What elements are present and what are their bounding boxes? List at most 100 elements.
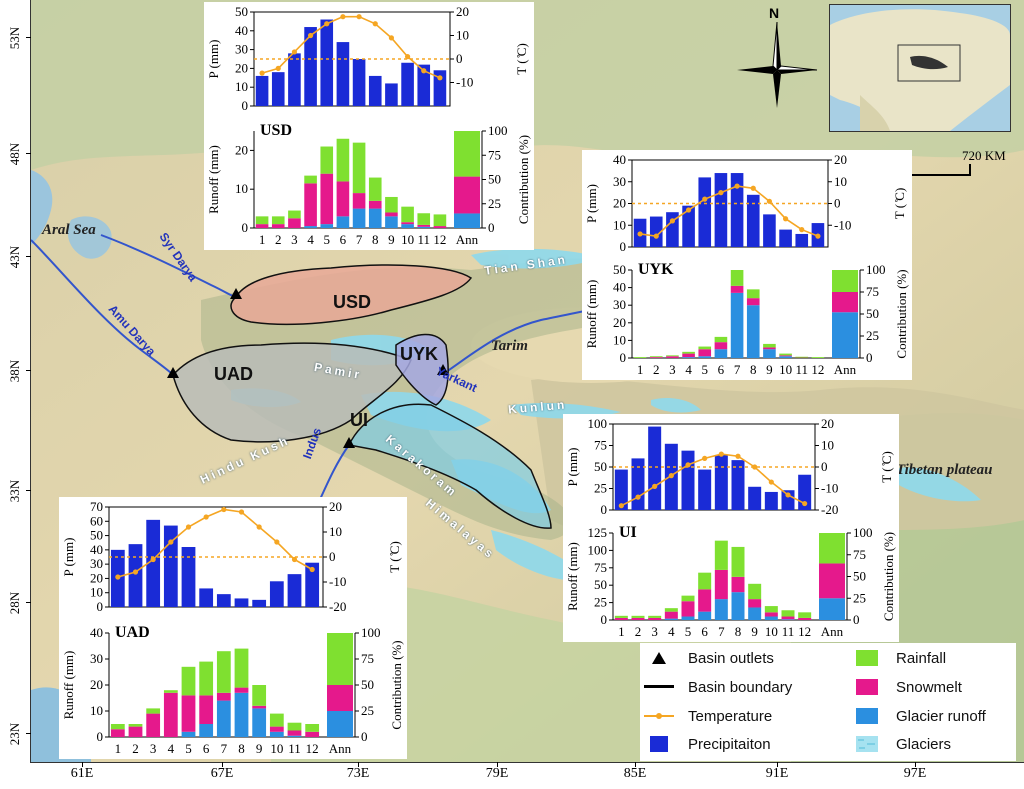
runoff-rainfall-bar-1 — [633, 357, 647, 358]
panel-basin-id: UAD — [115, 624, 150, 641]
precip-bar-4 — [682, 205, 695, 247]
ann-glacier-bar — [327, 711, 353, 737]
temp-tick-label: 20 — [329, 499, 342, 514]
temp-tick-label: 0 — [456, 51, 463, 66]
legend-snowmelt: Snowmelt — [850, 678, 962, 696]
precip-tick-label: 0 — [620, 239, 627, 254]
precip-bar-10 — [401, 62, 414, 106]
precip-tick-label: 25 — [594, 481, 607, 496]
temperature-point-7 — [221, 506, 227, 513]
precip-tick-label: 60 — [90, 513, 103, 528]
runoff-glacier-bar-10 — [764, 616, 778, 620]
precip-bar-7 — [730, 173, 744, 247]
svg-text:N: N — [769, 5, 779, 21]
runoff-tick-label: 100 — [588, 542, 608, 557]
runoff-rainfall-bar-12 — [305, 724, 320, 732]
runoff-snowmelt-bar-2 — [128, 726, 143, 737]
runoff-glacier-bar-7 — [216, 700, 231, 737]
panel-basin-id: UI — [619, 524, 637, 541]
chart-panel-ui: 0 25 50 75 100 -20 -10 0 10 20 P (mm) T ( ̊C) 0 25 50 7… — [563, 414, 899, 642]
lon-label: 91E — [765, 766, 789, 781]
precip-bar-12 — [433, 70, 447, 106]
runoff-rainfall-bar-8 — [234, 648, 249, 688]
month-label: Ann — [329, 741, 352, 756]
precip-bar-2 — [128, 544, 143, 607]
chart-panel-uyk: 0 10 20 30 40 -10 0 10 20 P (mm) T ( ̊C) 0 10 20 30 40 5… — [582, 150, 912, 380]
runoff-glacier-bar-4 — [304, 226, 317, 228]
runoff-snowmelt-bar-5 — [320, 173, 334, 225]
runoff-snowmelt-bar-12 — [433, 226, 447, 228]
runoff-rainfall-bar-7 — [216, 651, 231, 693]
ann-snowmelt-bar — [327, 685, 353, 711]
precip-bar-6 — [698, 469, 712, 510]
lat-label: 28N — [7, 591, 22, 615]
month-label: Ann — [456, 232, 479, 247]
lat-label: 48N — [7, 142, 22, 166]
month-label: 1 — [115, 741, 122, 756]
runoff-rainfall-bar-2 — [271, 216, 285, 225]
outlet-uyk — [437, 364, 449, 375]
runoff-tick-label: 0 — [97, 729, 104, 744]
month-label: 6 — [718, 362, 725, 377]
precip-bar-8 — [368, 75, 382, 106]
temperature-point-9 — [766, 198, 773, 204]
temp-tick-label: -10 — [821, 481, 838, 496]
runoff-glacier-bar-6 — [199, 724, 214, 737]
temperature-point-3 — [669, 218, 676, 224]
month-label: 2 — [635, 624, 642, 639]
runoff-rainfall-bar-10 — [779, 353, 792, 356]
temperature-point-1 — [637, 231, 643, 237]
month-label: 2 — [275, 232, 282, 247]
temp-axis-label: T ( ̊C) — [892, 188, 907, 220]
precip-bar-7 — [714, 454, 728, 510]
outlet-ui — [343, 437, 355, 448]
temp-tick-label: 10 — [834, 174, 847, 189]
runoff-rainfall-bar-5 — [681, 595, 695, 602]
month-label: 8 — [372, 232, 379, 247]
month-label: 1 — [259, 232, 266, 247]
temperature-point-10 — [782, 216, 789, 222]
runoff-snowmelt-bar-11 — [781, 616, 795, 620]
lat-label: 38N — [7, 359, 22, 383]
temperature-point-10 — [768, 479, 774, 485]
runoff-glacier-bar-5 — [698, 356, 712, 358]
month-label: 12 — [306, 741, 319, 756]
month-label: 12 — [811, 362, 824, 377]
temperature-point-4 — [168, 539, 174, 545]
runoff-glacier-bar-6 — [698, 611, 712, 620]
runoff-glacier-bar-9 — [385, 216, 398, 228]
contrib-tick-label: 75 — [866, 284, 879, 299]
temperature-point-5 — [185, 524, 192, 530]
temperature-point-7 — [718, 451, 724, 457]
runoff-snowmelt-bar-6 — [698, 589, 712, 612]
chart-panel-usd: 0 10 20 30 40 50 -10 0 10 20 P (mm) T ( ̊C) 0 10 20 0 25… — [204, 2, 534, 250]
contrib-tick-label: 25 — [853, 590, 866, 605]
runoff-rainfall-bar-10 — [269, 713, 284, 727]
temperature-line — [117, 508, 313, 578]
temp-tick-label: 20 — [456, 4, 469, 19]
runoff-rainfall-bar-10 — [401, 206, 414, 223]
precip-bar-12 — [305, 562, 320, 607]
month-label: 4 — [685, 362, 692, 377]
legend-temperature: Temperature — [642, 707, 772, 725]
precip-tick-label: 40 — [613, 152, 626, 167]
precip-bar-11 — [417, 64, 431, 106]
runoff-rainfall-bar-1 — [110, 724, 125, 730]
contrib-tick-label: 50 — [361, 677, 374, 692]
temperature-line — [620, 453, 806, 507]
precip-bar-6 — [336, 42, 350, 106]
temperature-point-7 — [734, 183, 740, 189]
month-label: 12 — [798, 624, 811, 639]
precip-tick-label: 70 — [90, 499, 103, 514]
runoff-rainfall-bar-10 — [764, 606, 778, 613]
runoff-snowmelt-bar-10 — [269, 726, 284, 732]
month-label: 4 — [668, 624, 675, 639]
precip-bar-1 — [614, 469, 628, 510]
legend-basin-outlets: Basin outlets — [642, 649, 774, 667]
temperature-point-5 — [324, 21, 330, 27]
precip-bar-2 — [631, 458, 645, 510]
basin-uyk-label: UYK — [400, 344, 439, 364]
